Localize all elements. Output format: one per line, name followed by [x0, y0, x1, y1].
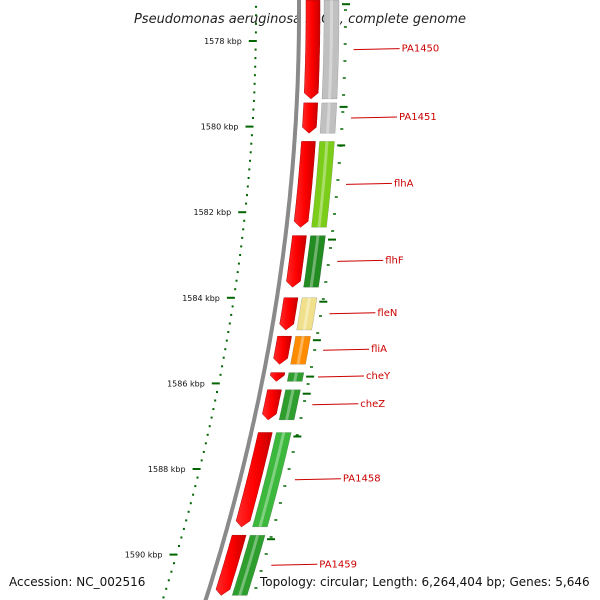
- backbone-ring: [203, 0, 301, 600]
- gene-cog-highlight: [238, 535, 260, 596]
- gene-cheY[interactable]: [270, 372, 315, 382]
- gene-cheZ[interactable]: [262, 389, 311, 421]
- gene-label[interactable]: PA1459: [319, 559, 357, 570]
- gene-forward-arrow[interactable]: [293, 141, 316, 228]
- gene-forward-arrow[interactable]: [270, 372, 286, 382]
- gene-cog-highlight: [328, 0, 333, 99]
- gene-forward-arrow[interactable]: [235, 432, 273, 528]
- gene-PA1450[interactable]: [303, 0, 350, 100]
- gene-fliA[interactable]: [273, 335, 321, 365]
- gene-cog-highlight: [326, 102, 331, 134]
- gene-forward-arrow[interactable]: [215, 534, 247, 596]
- scale-label: 1580 kbp: [201, 123, 239, 132]
- gene-flhA[interactable]: [293, 141, 346, 228]
- scale-label: 1578 kbp: [204, 37, 242, 46]
- gene-flhF[interactable]: [286, 235, 336, 288]
- gene-leader-line: [312, 403, 359, 406]
- gene-leader-line: [323, 348, 370, 351]
- gene-leader-line: [294, 478, 341, 481]
- gene-PA1459[interactable]: [215, 534, 275, 596]
- gene-leader-line: [350, 116, 398, 119]
- gene-leader-line: [317, 375, 365, 378]
- gene-label[interactable]: flhF: [385, 255, 404, 266]
- gene-cog-block[interactable]: [319, 102, 338, 134]
- gene-label[interactable]: fliA: [371, 344, 387, 355]
- gene-label[interactable]: PA1451: [399, 112, 437, 123]
- gene-cog-highlight: [285, 389, 295, 420]
- gene-leader-line: [353, 48, 400, 51]
- scale-label: 1590 kbp: [125, 551, 163, 560]
- gene-cog-block[interactable]: [303, 235, 326, 288]
- gene-label[interactable]: flhA: [394, 178, 414, 189]
- gene-forward-arrow[interactable]: [262, 389, 282, 421]
- gene-cog-block[interactable]: [278, 389, 301, 421]
- gene-forward-arrow[interactable]: [279, 297, 299, 331]
- gene-leader-line: [345, 182, 393, 185]
- gene-cog-highlight: [293, 372, 298, 382]
- gene-PA1458[interactable]: [235, 432, 302, 528]
- gene-cog-block[interactable]: [290, 335, 311, 365]
- gene-cog-highlight: [258, 432, 286, 527]
- gene-cog-block[interactable]: [321, 0, 340, 100]
- gene-cog-block[interactable]: [231, 534, 266, 596]
- topology-text: Topology: circular; Length: 6,264,404 bp…: [260, 575, 590, 589]
- gene-PA1451[interactable]: [302, 102, 348, 134]
- gene-leader-line: [337, 259, 384, 262]
- gene-forward-arrow[interactable]: [286, 235, 307, 288]
- gene-label[interactable]: PA1450: [402, 44, 440, 55]
- gene-forward-arrow[interactable]: [302, 102, 319, 134]
- gene-forward-arrow[interactable]: [273, 335, 292, 365]
- gene-leader-line: [329, 312, 376, 315]
- gene-fleN[interactable]: [279, 297, 328, 331]
- gene-cog-highlight: [309, 235, 320, 288]
- scale-label: 1584 kbp: [182, 294, 220, 303]
- gene-cog-block[interactable]: [252, 432, 292, 528]
- gene-cog-block[interactable]: [296, 297, 318, 331]
- gene-cog-block[interactable]: [286, 372, 305, 382]
- gene-label[interactable]: cheZ: [360, 399, 385, 410]
- gene-cog-highlight: [302, 297, 311, 330]
- gene-leader-line: [271, 563, 318, 566]
- scale-label: 1588 kbp: [148, 465, 186, 474]
- gene-cog-highlight: [317, 141, 329, 228]
- gene-forward-arrow[interactable]: [303, 0, 321, 100]
- scale-label: 1582 kbp: [193, 208, 231, 217]
- accession-text: Accession: NC_002516: [9, 575, 146, 589]
- scale-label: 1586 kbp: [167, 379, 205, 388]
- gene-cog-highlight: [296, 336, 305, 365]
- gene-label[interactable]: fleN: [377, 308, 397, 319]
- gene-label[interactable]: PA1458: [343, 474, 381, 485]
- gene-label[interactable]: cheY: [366, 371, 391, 382]
- gene-cog-block[interactable]: [311, 141, 335, 228]
